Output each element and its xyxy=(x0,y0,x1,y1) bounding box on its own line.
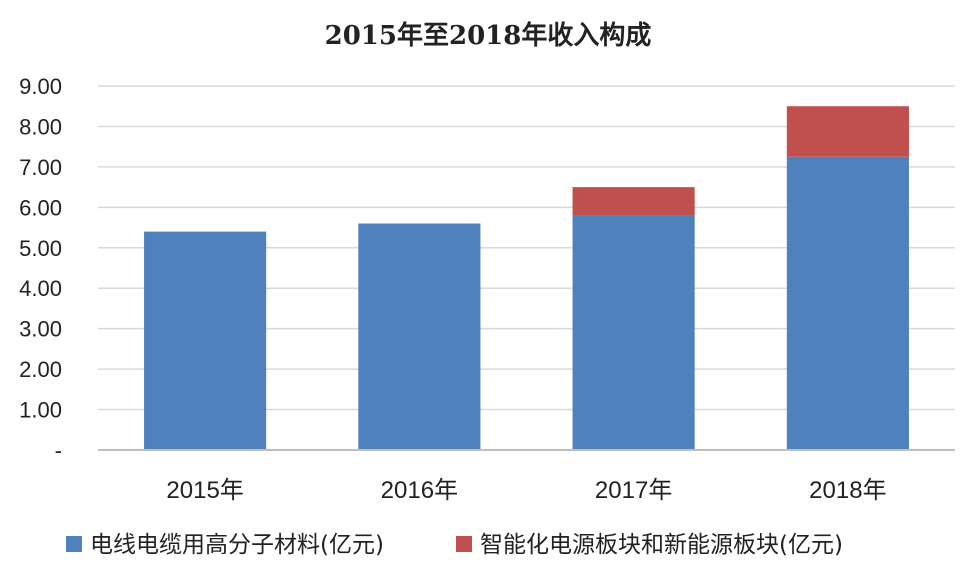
y-tick-label: - xyxy=(55,438,62,463)
y-tick-label: 6.00 xyxy=(19,195,62,220)
x-tick-label: 2016年 xyxy=(381,477,458,504)
bar-segment xyxy=(572,187,695,216)
x-tick-label: 2015年 xyxy=(166,477,243,504)
bar-segment xyxy=(358,223,481,450)
bar-segment xyxy=(572,215,695,450)
bar-segment xyxy=(786,106,909,157)
y-tick-label: 2.00 xyxy=(19,357,62,382)
y-tick-label: 5.00 xyxy=(19,236,62,261)
legend-label: 电线电缆用高分子材料(亿元) xyxy=(90,532,384,558)
legend-swatch xyxy=(456,536,472,552)
chart-title: 2015年至2018年收入构成 xyxy=(325,20,652,51)
y-axis-ticks: - 1.00 2.00 3.00 4.00 5.00 6.00 7.00 8.00 9.00 xyxy=(19,74,62,463)
y-tick-label: 8.00 xyxy=(19,114,62,139)
y-tick-label: 9.00 xyxy=(19,74,62,99)
y-tick-label: 1.00 xyxy=(19,398,62,423)
x-axis-ticks: 2015年 2016年 2017年 2018年 xyxy=(166,477,886,504)
y-tick-label: 4.00 xyxy=(19,276,62,301)
bar-segment xyxy=(144,231,267,450)
y-tick-label: 7.00 xyxy=(19,155,62,180)
legend-swatch xyxy=(66,536,82,552)
bars xyxy=(144,106,909,450)
x-tick-label: 2017年 xyxy=(595,477,672,504)
y-tick-label: 3.00 xyxy=(19,317,62,342)
bar-segment xyxy=(786,156,909,450)
x-tick-label: 2018年 xyxy=(809,477,886,504)
legend: 电线电缆用高分子材料(亿元) 智能化电源板块和新能源板块(亿元) xyxy=(66,532,843,558)
legend-label: 智能化电源板块和新能源板块(亿元) xyxy=(480,532,843,558)
